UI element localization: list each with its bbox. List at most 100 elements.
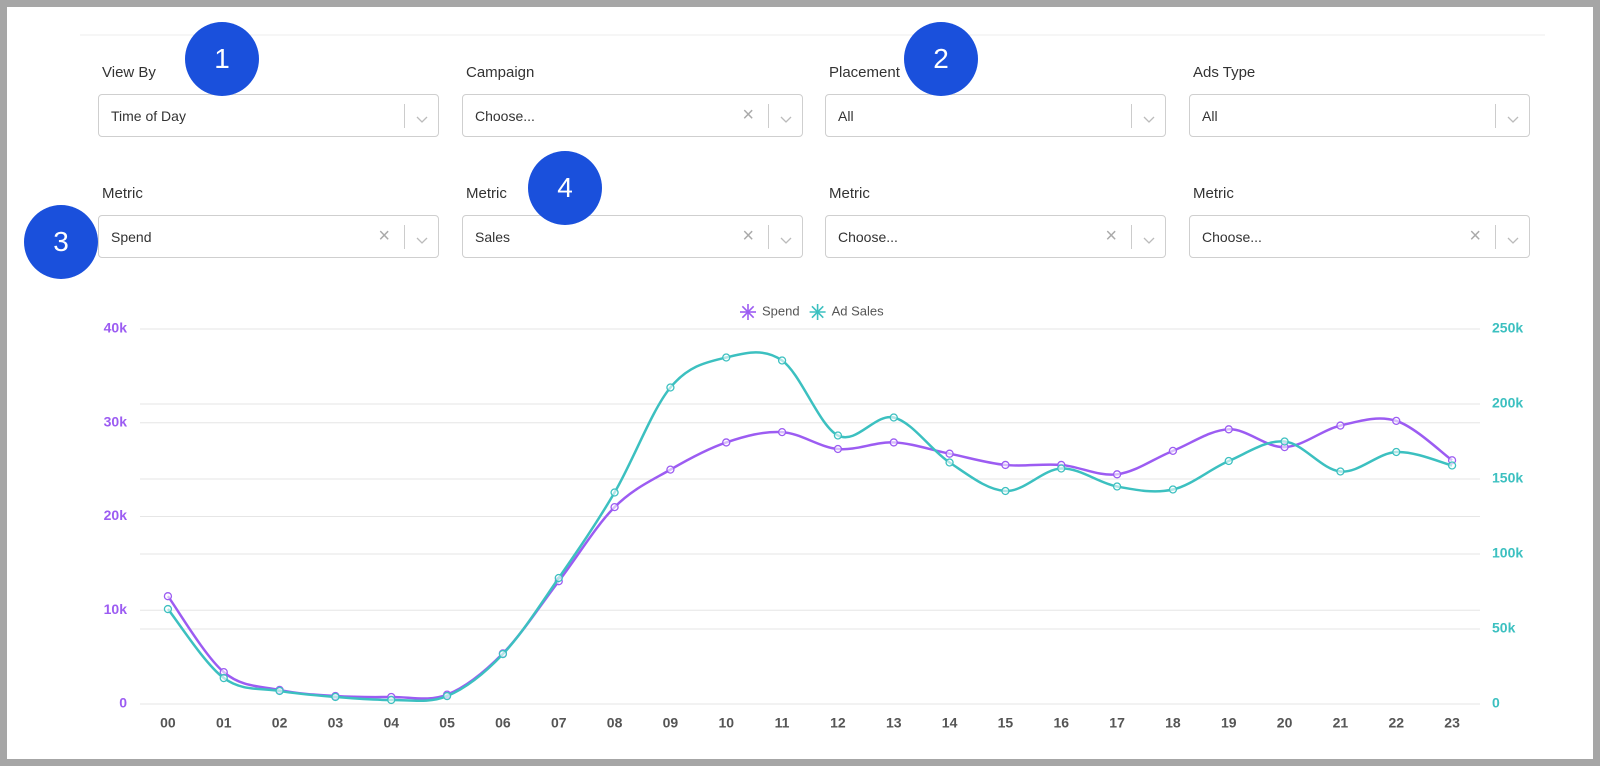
y2-tick-label: 50k [1492,620,1516,636]
chevron[interactable] [780,232,792,250]
x-tick-label: 07 [551,715,567,731]
dropdown[interactable]: Choose... × [1189,215,1530,258]
separator [404,225,405,249]
x-tick-label: 09 [663,715,679,731]
x-tick-label: 03 [328,715,344,731]
clear-icon[interactable]: × [742,225,754,247]
x-tick-label: 00 [160,715,176,731]
data-point [331,692,340,702]
annotation-badge: 1 [185,22,259,96]
chevron[interactable] [1507,111,1519,129]
clear-icon[interactable]: × [1105,225,1117,247]
x-tick-label: 14 [942,715,958,731]
chevron-icon [780,116,792,123]
dropdown-value: Choose... [475,108,535,124]
x-tick-label: 10 [718,715,734,731]
data-point [1336,421,1345,430]
data-point [610,488,619,497]
series-line [166,351,1453,703]
data-point [1392,447,1401,457]
x-tick-label: 11 [775,715,790,731]
chevron-icon [416,116,428,123]
data-point [1001,486,1010,496]
data-point [1057,464,1066,473]
chevron[interactable] [1507,232,1519,250]
data-point [1112,482,1122,491]
dropdown[interactable]: All [825,94,1166,137]
legend-label: Ad Sales [832,303,885,318]
dropdown-value: Spend [111,229,152,245]
x-tick-label: 05 [439,715,455,731]
data-point [1336,467,1345,476]
chevron-icon [1143,237,1155,244]
x-tick-label: 13 [886,715,902,731]
data-point [1001,460,1010,470]
data-point [1447,461,1457,470]
data-point [1280,437,1289,446]
dropdown[interactable]: Time of Day [98,94,439,137]
separator [768,104,769,128]
dropdown[interactable]: Choose... × [825,215,1166,258]
y-tick-label: 30k [104,413,128,429]
x-tick-label: 08 [607,715,623,731]
x-tick-label: 04 [383,715,399,731]
x-tick-label: 16 [1053,715,1069,731]
data-point [442,691,452,701]
data-point [1224,425,1233,434]
x-tick-label: 01 [216,715,232,731]
y-tick-label: 20k [104,507,128,523]
chevron[interactable] [1143,111,1155,129]
dropdown-value: Choose... [838,229,898,245]
legend-icon-stroke [811,305,824,319]
dropdown[interactable]: Sales × [462,215,803,258]
clear-icon[interactable]: × [378,225,390,247]
data-point [945,449,954,458]
legend-icon [740,304,756,320]
dropdown[interactable]: Choose... × [462,94,803,137]
chevron[interactable] [1143,232,1155,250]
dropdown-value: All [1202,108,1218,124]
separator [404,104,405,128]
x-tick-label: 23 [1444,715,1460,731]
x-tick-label: 17 [1109,715,1125,731]
dropdown-value: Time of Day [111,108,186,124]
chevron-icon [1507,237,1519,244]
clear-icon[interactable]: × [1469,225,1481,247]
y-tick-label: 40k [104,320,128,336]
x-tick-label: 06 [495,715,511,731]
x-tick-label: 02 [272,715,288,731]
x-tick-label: 18 [1165,715,1181,731]
data-point [554,573,563,583]
chevron[interactable] [416,232,428,250]
data-point [777,427,787,437]
chevron[interactable] [780,111,792,129]
chevron-icon [1507,116,1519,123]
separator [1131,104,1132,128]
data-point [889,413,898,422]
data-point [387,695,396,705]
annotation-badge: 2 [904,22,978,96]
annotation-badge: 4 [528,151,602,225]
y2-tick-label: 250k [1492,320,1523,336]
filter-label: Metric [829,185,870,202]
separator [1131,225,1132,249]
data-point [275,686,284,696]
separator [1495,225,1496,249]
filter-label: Placement [829,64,900,81]
chevron[interactable] [416,111,428,129]
x-tick-label: 20 [1277,715,1293,731]
x-tick-label: 21 [1333,715,1349,731]
dropdown-value: Sales [475,229,511,245]
dropdown[interactable]: All [1189,94,1530,137]
data-point [498,649,508,659]
clear-icon[interactable]: × [742,104,754,126]
dropdown[interactable]: Spend × [98,215,439,258]
dropdown-value: All [838,108,854,124]
data-point [666,465,675,474]
data-point [945,458,954,467]
filter-label: Ads Type [1193,64,1256,81]
data-point [1168,485,1178,494]
filter-label: View By [102,64,156,81]
dropdown-value: Choose... [1202,229,1262,245]
x-tick-label: 12 [830,715,846,731]
